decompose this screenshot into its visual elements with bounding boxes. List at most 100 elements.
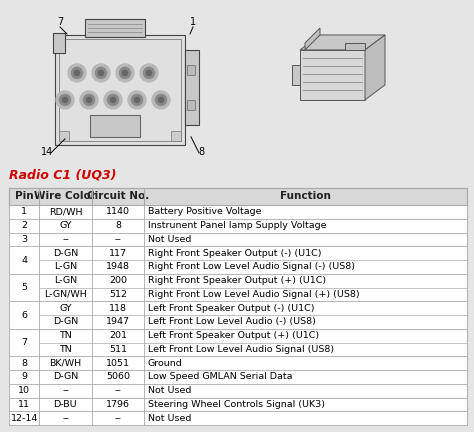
Text: 201: 201 [109,331,127,340]
Text: 2: 2 [21,221,27,230]
Circle shape [80,91,98,109]
Text: Steering Wheel Controls Signal (UK3): Steering Wheel Controls Signal (UK3) [147,400,325,409]
Text: Left Front Low Level Audio (-) (US8): Left Front Low Level Audio (-) (US8) [147,318,316,327]
Text: 1: 1 [21,207,27,216]
Text: Not Used: Not Used [147,414,191,422]
Bar [9,370,467,384]
Bar [59,39,181,141]
Text: Not Used: Not Used [147,386,191,395]
Text: Left Front Low Level Audio Signal (US8): Left Front Low Level Audio Signal (US8) [147,345,334,354]
Text: 117: 117 [109,249,127,257]
Text: D-GN: D-GN [53,249,78,257]
Bar [9,329,467,356]
Text: 6: 6 [21,311,27,320]
Text: 5060: 5060 [106,372,130,381]
Text: Right Front Low Level Audio Signal (-) (US8): Right Front Low Level Audio Signal (-) (… [147,262,355,271]
Bar [9,205,467,219]
Text: 8: 8 [115,221,121,230]
Text: Left Front Speaker Output (+) (U1C): Left Front Speaker Output (+) (U1C) [147,331,319,340]
Bar [9,246,467,274]
Circle shape [63,97,67,102]
Text: 10: 10 [18,386,30,395]
Text: 4: 4 [21,255,27,264]
Circle shape [99,70,103,76]
Circle shape [144,67,155,79]
Circle shape [122,70,128,76]
Text: BK/WH: BK/WH [49,359,82,368]
Text: 7: 7 [57,17,63,27]
Text: Circuit No.: Circuit No. [87,191,149,201]
Text: 1: 1 [190,17,196,27]
Bar [59,131,69,141]
Text: Radio C1 (UQ3): Radio C1 (UQ3) [9,168,117,181]
Circle shape [74,70,80,76]
Text: --: -- [62,235,69,244]
Text: Right Front Low Level Audio Signal (+) (US8): Right Front Low Level Audio Signal (+) (… [147,290,359,299]
Polygon shape [345,43,365,50]
Circle shape [92,64,110,82]
Bar [187,65,195,75]
Circle shape [155,95,166,105]
Text: TN: TN [59,331,72,340]
Text: D-BU: D-BU [54,400,77,409]
Text: --: -- [62,414,69,422]
Text: RD/WH: RD/WH [49,207,82,216]
Bar [9,411,467,425]
Bar [9,397,467,411]
Text: L-GN: L-GN [54,276,77,285]
Text: 512: 512 [109,290,127,299]
Text: --: -- [62,386,69,395]
Text: --: -- [115,235,121,244]
Text: L-GN/WH: L-GN/WH [44,290,87,299]
Text: Pin: Pin [15,191,34,201]
Bar [171,131,181,141]
Bar [55,35,185,145]
Text: Ground: Ground [147,359,182,368]
Text: 1948: 1948 [106,262,130,271]
Text: 9: 9 [21,372,27,381]
Circle shape [86,97,91,102]
Circle shape [72,67,82,79]
Circle shape [95,67,107,79]
Text: D-GN: D-GN [53,372,78,381]
Text: 1796: 1796 [106,400,130,409]
Bar [9,188,467,205]
Text: L-GN: L-GN [54,262,77,271]
Text: 3: 3 [21,235,27,244]
Text: Not Used: Not Used [147,235,191,244]
Circle shape [146,70,152,76]
Bar [9,219,467,232]
Text: Right Front Speaker Output (+) (U1C): Right Front Speaker Output (+) (U1C) [147,276,326,285]
Bar [85,19,145,37]
Bar [185,50,199,125]
Circle shape [104,91,122,109]
Polygon shape [292,65,300,85]
Text: Wire Color: Wire Color [35,191,96,201]
Text: 5: 5 [21,283,27,292]
Circle shape [60,95,71,105]
Text: --: -- [115,414,121,422]
Text: TN: TN [59,345,72,354]
Bar [9,356,467,370]
Text: --: -- [115,386,121,395]
Bar [90,115,140,137]
Text: 200: 200 [109,276,127,285]
Text: Right Front Speaker Output (-) (U1C): Right Front Speaker Output (-) (U1C) [147,249,321,257]
Circle shape [56,91,74,109]
Text: 7: 7 [21,338,27,347]
Text: 11: 11 [18,400,30,409]
Circle shape [140,64,158,82]
Polygon shape [365,35,385,100]
Circle shape [108,95,118,105]
Text: 8: 8 [198,147,204,157]
Bar [9,274,467,301]
Bar [187,100,195,110]
Circle shape [152,91,170,109]
Polygon shape [300,35,385,50]
Bar [53,33,65,53]
Text: 118: 118 [109,304,127,313]
Circle shape [83,95,94,105]
Circle shape [119,67,130,79]
Bar [9,232,467,246]
Text: 12-14: 12-14 [10,414,38,422]
